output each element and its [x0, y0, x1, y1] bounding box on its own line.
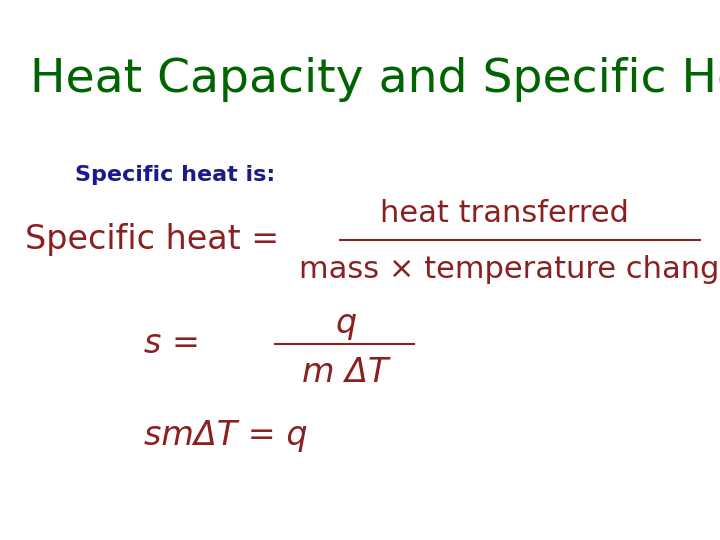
Text: Specific heat =: Specific heat = [25, 223, 290, 256]
Text: smΔT = q: smΔT = q [144, 419, 307, 453]
Text: q: q [335, 307, 356, 341]
Text: heat transferred: heat transferred [379, 199, 629, 228]
Text: mass × temperature change: mass × temperature change [299, 255, 720, 285]
Text: Specific heat is:: Specific heat is: [75, 165, 275, 185]
Text: m ΔT: m ΔT [302, 356, 389, 389]
Text: Heat Capacity and Specific Heat: Heat Capacity and Specific Heat [30, 57, 720, 102]
Text: s =: s = [144, 327, 200, 361]
